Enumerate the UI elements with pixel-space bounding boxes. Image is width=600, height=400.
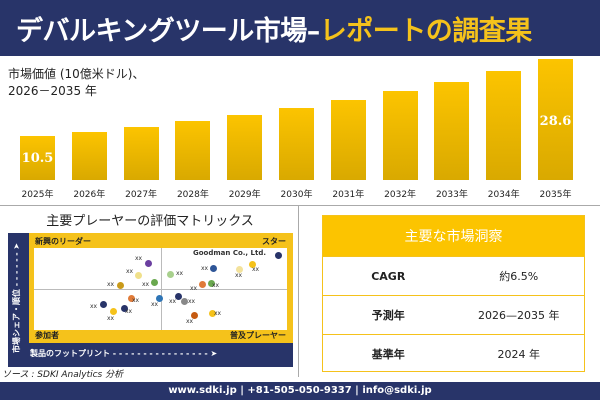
player-dot [167,271,174,278]
row-value: 2024 年 [497,348,541,361]
player-label: xx [90,303,98,310]
player-dot [110,308,117,315]
player-label: xx [151,301,159,308]
divider [0,205,600,206]
row-key: 基準年 [371,348,405,361]
x-tick-label: 2034年 [487,190,520,200]
bar-chart: 2025年 10.5 2026年 2027年 2028年 2029年 2030年 2031年 2… [0,56,600,206]
player-dot [181,298,188,305]
chart-subtitle: 市場価値 (10億米ドル)、 2026－2035 年 [8,66,144,100]
quadrant-stars: スター [262,237,286,246]
bar-2026年 [71,131,107,180]
data-label: 28.6 [539,114,572,130]
x-tick-label: 2029年 [228,190,261,200]
page-title: デバルキングツール市場– レポートの調査果 [0,0,600,56]
player-dot [117,282,124,289]
title-accent: レポートの調査果 [319,15,533,47]
player-dot [210,265,217,272]
bar-2032年 [382,90,418,180]
player-label: xx [235,272,243,279]
row-value: 2026—2035 年 [478,309,560,322]
divider-vertical [298,205,299,377]
player-label: xx [188,298,196,305]
x-tick-label: 2025年 [21,190,54,200]
matrix-plot [34,248,287,330]
x-tick-label: 2030年 [280,190,313,200]
data-label: 10.5 [21,151,54,166]
player-dot [121,305,128,312]
title-main: デバルキングツール市場– [16,15,320,47]
player-dot [236,266,243,273]
bar-2030年 [279,107,314,180]
player-label: xx [107,281,115,288]
player-label: xx [126,268,134,275]
player-label: xx [252,266,260,273]
quadrant-emerging-leaders: 新興のリーダー [35,237,91,246]
player-label: xx [107,315,115,322]
y-axis-label: 市場シェア・順位 - - - - - - ➤ [12,242,21,353]
player-label: xx [132,297,140,304]
player-dot [100,301,107,308]
player-dot [275,252,282,259]
player-dot [209,310,216,317]
insights-row-forecast: 予測年 2026—2035 年 [323,295,584,334]
player-dot [199,281,206,288]
source-note: ソース : SDKI Analytics 分析 [2,370,124,380]
matrix-title: 主要プレーヤーの評価マトリックス [46,214,254,229]
bar-2031年 [330,99,366,180]
chart-subtitle-line2: 2026－2035 年 [8,84,97,98]
bar-2035年 [538,59,573,180]
bar-2033年 [434,81,470,180]
player-dot [208,280,215,287]
player-label: xx [190,285,198,292]
quadrant-pervasive-players: 普及プレーヤー [230,331,286,340]
player-dot [151,279,158,286]
x-tick-label: 2035年 [539,190,572,200]
insights-table: 主要な市場洞察 CAGR 約6.5% 予測年 2026—2035 年 基準年 2024… [322,215,585,372]
player-dot [135,272,142,279]
bar-2028年 [175,120,211,180]
player-label: xx [176,270,184,277]
player-label: xx [186,318,194,325]
player-label: xx [169,298,177,305]
player-label: xx [142,281,150,288]
highlight-company-label: Goodman Co., Ltd. [193,249,266,257]
x-tick-label: 2028年 [176,190,209,200]
player-dot [128,295,135,302]
insights-title: 主要な市場洞察 [323,216,584,256]
player-dot [191,312,198,319]
player-label: xx [212,282,220,289]
insights-row-base-year: 基準年 2024 年 [323,334,584,373]
player-label: xx [214,310,222,317]
bar-2027年 [123,126,159,180]
x-tick-label: 2031年 [332,190,365,200]
player-dot [156,295,163,302]
x-tick-label: 2032年 [384,190,417,200]
player-dot [145,260,152,267]
x-axis-label: 製品のフットプリント - - - - - - - - - - - - - - -… [30,349,218,358]
player-label: xx [125,308,133,315]
quadrant-line-h [34,289,287,290]
player-label: xx [201,265,209,272]
bar-2029年 [227,114,263,180]
bar-2034年 [486,70,522,180]
footer-contact: www.sdki.jp | +81-505-050-9337 | info@sd… [0,382,600,400]
quadrant-participants: 参加者 [35,331,59,340]
player-dot [175,293,182,300]
bar-2025年 [20,135,55,180]
x-tick-label: 2027年 [125,190,158,200]
x-tick-label: 2033年 [435,190,468,200]
row-key: 予測年 [371,309,405,322]
x-tick-label: 2026年 [73,190,106,200]
player-label: xx [135,255,143,262]
player-dot [249,261,256,268]
row-value: 約6.5% [499,270,539,283]
insights-row-cagr: CAGR 約6.5% [323,256,584,295]
chart-subtitle-line1: 市場価値 (10億米ドル)、 [8,67,145,81]
row-key: CAGR [371,269,406,283]
